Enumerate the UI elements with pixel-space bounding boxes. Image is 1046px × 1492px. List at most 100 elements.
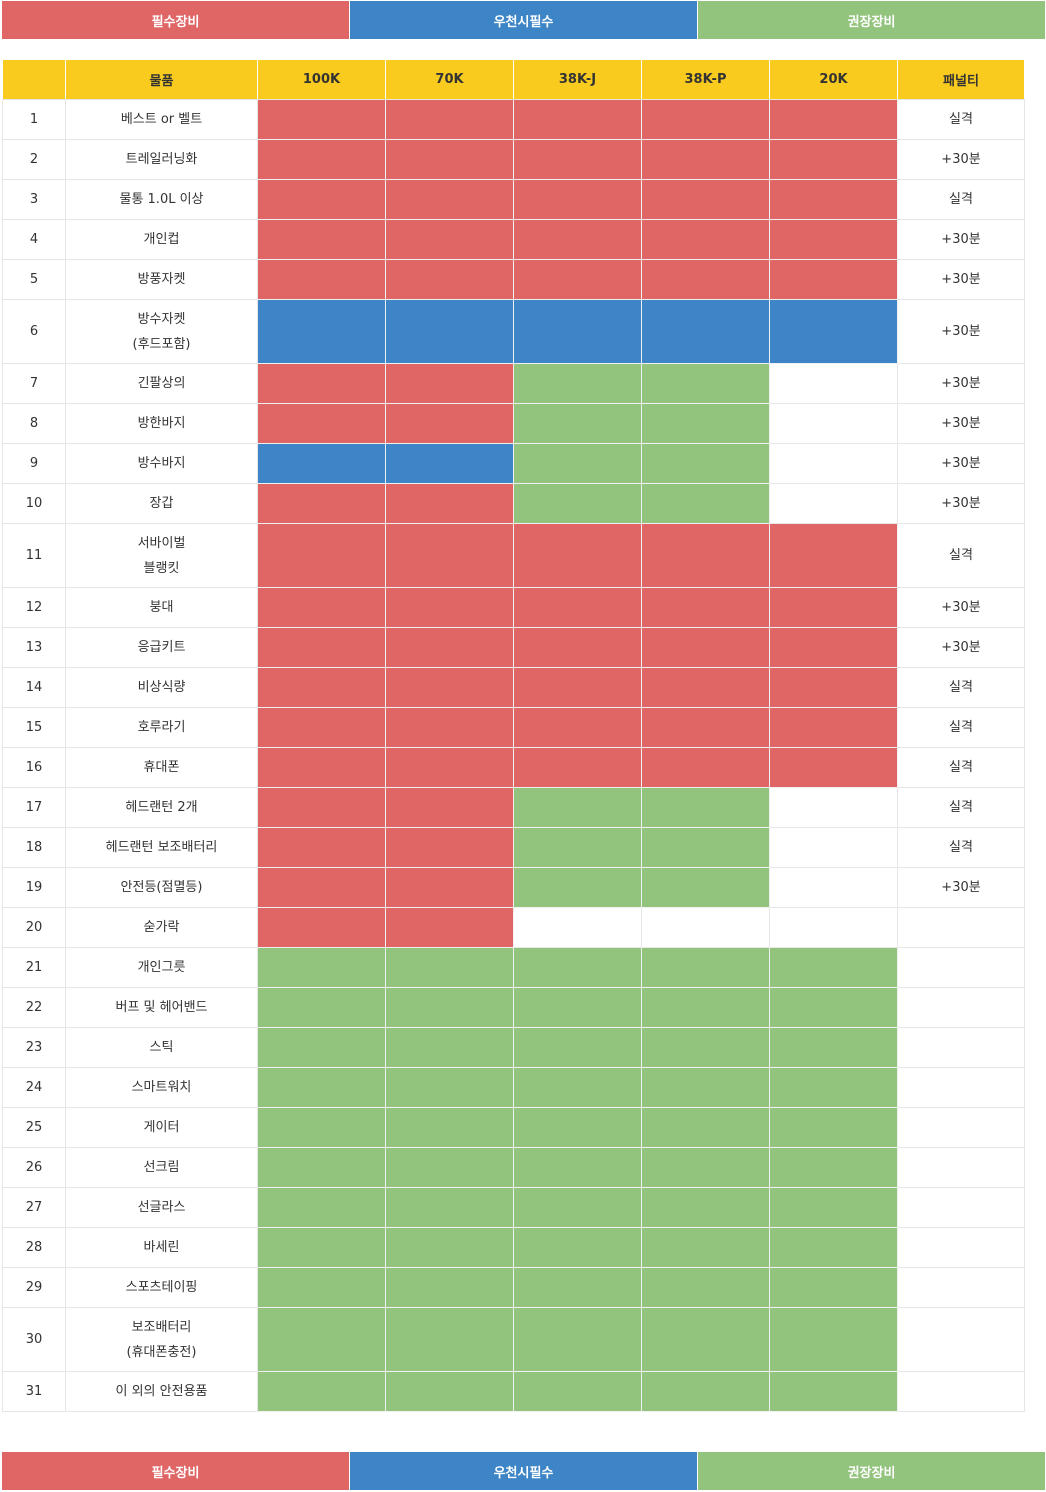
requirement-cell-38k-j: [513, 443, 642, 484]
legend-rain-required: 우천시필수: [349, 1452, 697, 1490]
requirement-cell-38k-j: [513, 787, 642, 828]
requirement-cell-38k-j: [513, 363, 642, 404]
item-name: 버프 및 헤어밴드: [65, 987, 258, 1028]
penalty: [897, 1371, 1025, 1412]
requirement-cell-100k: [257, 1267, 386, 1308]
table-row: 18 헤드랜턴 보조배터리 실격: [2, 827, 1025, 868]
requirement-cell-100k: [257, 483, 386, 524]
requirement-cell-100k: [257, 1371, 386, 1412]
table-row: 11 서바이벌 블랭킷 실격: [2, 523, 1025, 588]
item-label: 스마트워치: [131, 1080, 192, 1095]
requirement-cell-38k-p: [641, 139, 770, 180]
requirement-cell-38k-p: [641, 947, 770, 988]
item-label: 안전등(점멸등): [120, 880, 203, 895]
row-number: 19: [2, 867, 66, 908]
penalty: +30분: [897, 219, 1025, 260]
item-label: 응급키트: [137, 640, 186, 655]
item-name: 개인그릇: [65, 947, 258, 988]
item-name: 방수자켓 (후드포함): [65, 299, 258, 364]
row-number: 3: [2, 179, 66, 220]
requirement-cell-38k-j: [513, 827, 642, 868]
requirement-cell-38k-j: [513, 1147, 642, 1188]
table-row: 19 안전등(점멸등) +30분: [2, 867, 1025, 908]
item-label: 개인컵: [143, 232, 180, 247]
item-name: 스포츠테이핑: [65, 1267, 258, 1308]
requirement-cell-38k-j: [513, 627, 642, 668]
row-number: 2: [2, 139, 66, 180]
requirement-cell-100k: [257, 219, 386, 260]
table-row: 26 선크림: [2, 1147, 1025, 1188]
table-row: 27 선글라스: [2, 1187, 1025, 1228]
penalty: [897, 1027, 1025, 1068]
item-label: 헤드랜턴 보조배터리: [105, 840, 218, 855]
item-label: 스포츠테이핑: [125, 1280, 198, 1295]
requirement-cell-38k-j: [513, 139, 642, 180]
item-name: 보조배터리 (휴대폰충전): [65, 1307, 258, 1372]
requirement-cell-38k-p: [641, 523, 770, 588]
header-item: 물품: [65, 59, 258, 100]
requirement-cell-70k: [385, 403, 514, 444]
requirement-cell-20k: [769, 1187, 898, 1228]
requirement-cell-38k-j: [513, 1107, 642, 1148]
table-row: 2 트레일러닝화 +30분: [2, 139, 1025, 180]
item-name: 붕대: [65, 587, 258, 628]
requirement-cell-38k-p: [641, 443, 770, 484]
requirement-cell-38k-p: [641, 907, 770, 948]
row-number: 1: [2, 99, 66, 140]
item-name: 물통 1.0L 이상: [65, 179, 258, 220]
requirement-cell-38k-p: [641, 1067, 770, 1108]
table-row: 17 헤드랜턴 2개 실격: [2, 787, 1025, 828]
requirement-cell-38k-p: [641, 99, 770, 140]
penalty: 실격: [897, 787, 1025, 828]
requirement-cell-38k-j: [513, 259, 642, 300]
table-row: 13 응급키트 +30분: [2, 627, 1025, 668]
legend-bottom: 필수장비 우천시필수 권장장비: [2, 1452, 1045, 1490]
item-name: 선글라스: [65, 1187, 258, 1228]
requirement-cell-70k: [385, 443, 514, 484]
table-row: 1 베스트 or 벨트 실격: [2, 99, 1025, 140]
table-row: 20 숟가락: [2, 907, 1025, 948]
item-label: 호루라기: [137, 720, 186, 735]
row-number: 22: [2, 987, 66, 1028]
legend-top: 필수장비 우천시필수 권장장비: [2, 1, 1045, 39]
requirement-cell-20k: [769, 299, 898, 364]
row-number: 26: [2, 1147, 66, 1188]
row-number: 17: [2, 787, 66, 828]
item-label: 선글라스: [137, 1200, 186, 1215]
row-number: 13: [2, 627, 66, 668]
penalty: [897, 987, 1025, 1028]
item-label: 방한바지: [137, 416, 186, 431]
legend-required: 필수장비: [2, 1, 349, 39]
legend-rain-required: 우천시필수: [349, 1, 697, 39]
requirement-cell-38k-j: [513, 587, 642, 628]
item-label: 붕대: [149, 600, 174, 615]
requirement-cell-38k-j: [513, 667, 642, 708]
penalty: [897, 1267, 1025, 1308]
requirement-cell-38k-j: [513, 867, 642, 908]
requirement-cell-100k: [257, 403, 386, 444]
requirement-cell-70k: [385, 947, 514, 988]
item-name: 바세린: [65, 1227, 258, 1268]
requirement-cell-20k: [769, 627, 898, 668]
gear-table: 물품 100K 70K 38K-J 38K-P 20K 패널티 1 베스트 or …: [2, 59, 1025, 1412]
requirement-cell-70k: [385, 667, 514, 708]
row-number: 5: [2, 259, 66, 300]
requirement-cell-70k: [385, 987, 514, 1028]
requirement-cell-20k: [769, 403, 898, 444]
table-row: 8 방한바지 +30분: [2, 403, 1025, 444]
requirement-cell-100k: [257, 363, 386, 404]
table-row: 7 긴팔상의 +30분: [2, 363, 1025, 404]
requirement-cell-38k-p: [641, 867, 770, 908]
item-name: 긴팔상의: [65, 363, 258, 404]
requirement-cell-38k-p: [641, 1107, 770, 1148]
penalty: +30분: [897, 259, 1025, 300]
table-row: 30 보조배터리 (휴대폰충전): [2, 1307, 1025, 1372]
requirement-cell-70k: [385, 747, 514, 788]
header-38k-j: 38K-J: [513, 59, 642, 100]
item-name: 개인컵: [65, 219, 258, 260]
requirement-cell-38k-j: [513, 99, 642, 140]
requirement-cell-70k: [385, 259, 514, 300]
item-name: 장갑: [65, 483, 258, 524]
item-label: 긴팔상의: [137, 376, 186, 391]
requirement-cell-38k-p: [641, 483, 770, 524]
